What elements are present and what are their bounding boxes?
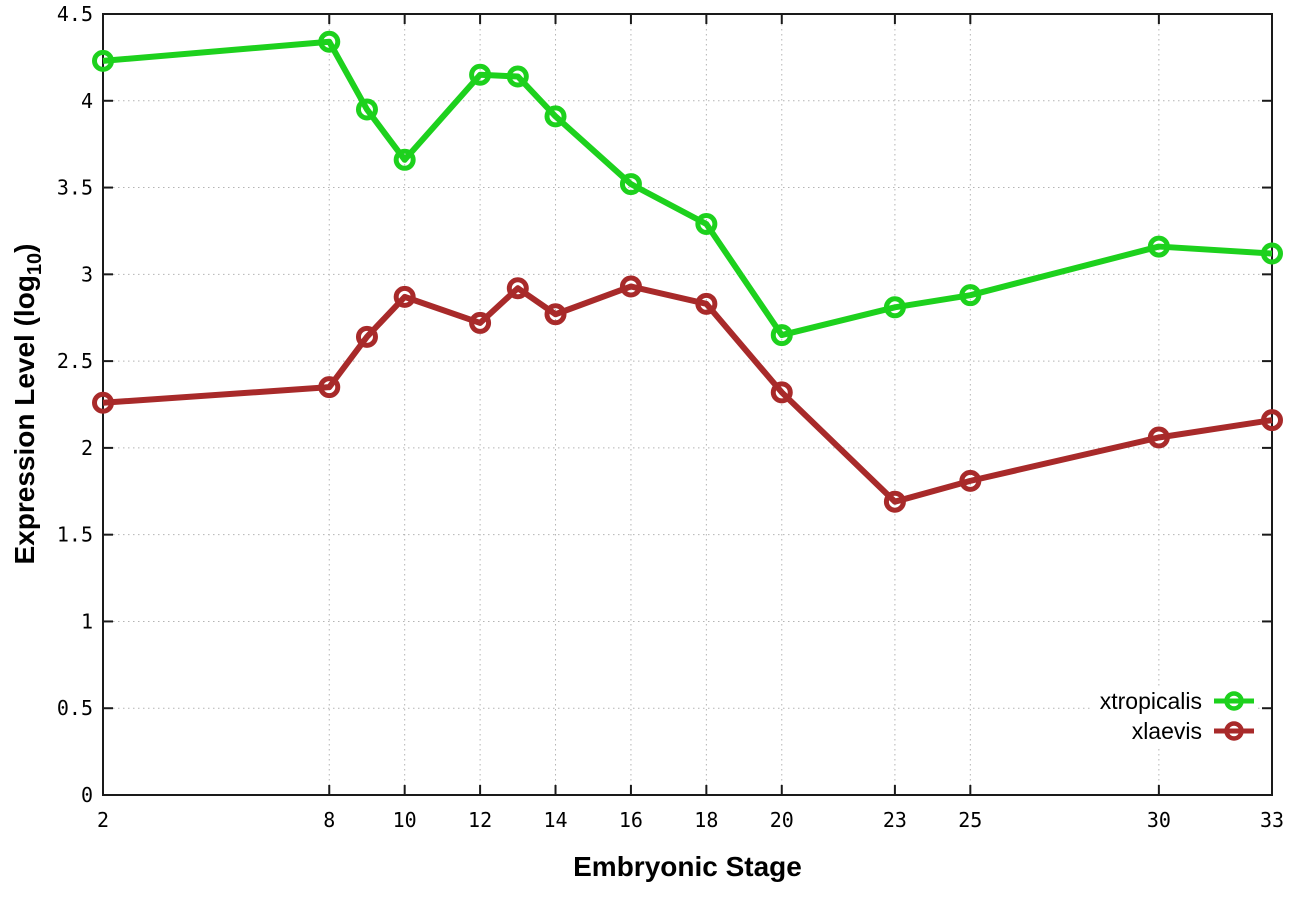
x-tick-label: 2 [97, 808, 109, 832]
data-point-xlaevis [544, 303, 567, 326]
data-point-xtropicalis [393, 148, 416, 171]
y-tick-label: 2 [81, 436, 93, 460]
x-tick-label: 14 [543, 808, 567, 832]
y-axis-title-text: Expression Level (log [9, 275, 41, 565]
data-point-xtropicalis [1147, 235, 1170, 258]
y-tick-label: 2.5 [57, 349, 93, 373]
data-point-xtropicalis [770, 324, 793, 347]
x-tick-label: 8 [323, 808, 335, 832]
data-point-xtropicalis [506, 65, 529, 88]
legend-item-xtropicalis: xtropicalis [1100, 686, 1256, 716]
legend-sample-xlaevis [1214, 721, 1254, 741]
x-tick-label: 18 [694, 808, 718, 832]
data-point-xlaevis [1147, 426, 1170, 449]
y-axis-title-subscript: 10 [23, 252, 46, 276]
y-axis-title-suffix: ) [9, 243, 41, 253]
legend-marker-xlaevis [1224, 721, 1244, 741]
data-point-xtropicalis [92, 49, 114, 72]
data-point-xlaevis [506, 277, 529, 300]
data-point-xlaevis [393, 285, 416, 308]
x-tick-label: 20 [770, 808, 794, 832]
y-tick-label: 1.5 [57, 523, 93, 547]
data-point-xlaevis [883, 490, 906, 513]
data-point-xlaevis [469, 311, 492, 334]
legend-label-xtropicalis: xtropicalis [1099, 687, 1202, 714]
series-line-xtropicalis [102, 38, 1273, 339]
x-tick-label: 12 [468, 808, 492, 832]
data-point-xtropicalis [469, 63, 492, 86]
y-tick-label: 0 [81, 783, 93, 807]
plot-border [102, 13, 1273, 796]
y-axis-title: Expression Level (log10) [9, 244, 47, 565]
data-point-xlaevis [355, 325, 378, 348]
legend-label-xlaevis: xlaevis [1131, 717, 1202, 744]
x-tick-label: 16 [619, 808, 643, 832]
y-tick-label: 4 [81, 89, 93, 113]
x-axis-title: Embryonic Stage [573, 851, 802, 882]
data-point-xtropicalis [695, 213, 718, 236]
data-point-xtropicalis [544, 105, 567, 128]
x-tick-label: 23 [883, 808, 907, 832]
data-point-xtropicalis [959, 284, 982, 307]
x-tick-label: 10 [393, 808, 417, 832]
data-point-xtropicalis [355, 98, 378, 121]
data-point-xtropicalis [1261, 242, 1283, 265]
y-tick-label: 3 [81, 262, 93, 286]
y-tick-label: 1 [81, 609, 93, 633]
x-tick-label: 25 [958, 808, 982, 832]
data-point-xlaevis [1261, 409, 1283, 432]
series-line-xlaevis [102, 283, 1273, 505]
data-point-xtropicalis [883, 296, 906, 319]
y-tick-label: 3.5 [57, 176, 93, 200]
x-tick-label: 33 [1260, 808, 1284, 832]
data-point-xlaevis [770, 381, 793, 404]
legend-marker-xtropicalis [1224, 691, 1244, 711]
data-point-xlaevis [619, 275, 642, 298]
data-point-xlaevis [92, 391, 114, 414]
y-tick-label: 4.5 [57, 2, 93, 26]
legend-item-xlaevis: xlaevis [1100, 716, 1256, 746]
x-tick-label: 30 [1147, 808, 1171, 832]
y-tick-label: 0.5 [57, 696, 93, 720]
data-point-xlaevis [318, 376, 341, 399]
data-point-xlaevis [959, 469, 982, 492]
data-point-xlaevis [695, 292, 718, 315]
legend-sample-xtropicalis [1214, 691, 1254, 711]
data-point-xtropicalis [619, 173, 642, 196]
legend: xtropicalis xlaevis [1089, 686, 1256, 746]
data-point-xtropicalis [318, 30, 341, 53]
